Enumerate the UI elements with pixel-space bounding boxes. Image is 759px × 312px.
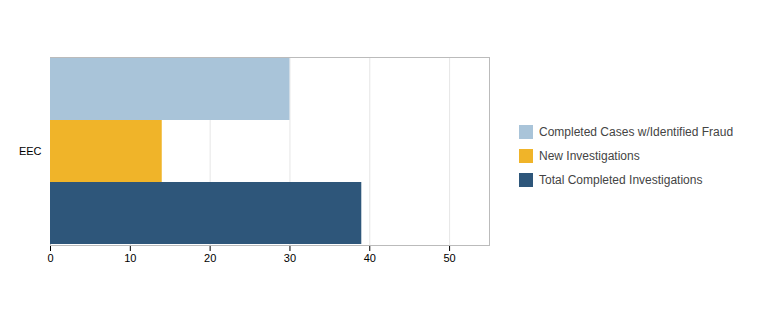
svg-text:20: 20 xyxy=(204,252,216,264)
svg-text:10: 10 xyxy=(124,252,136,264)
svg-text:40: 40 xyxy=(364,252,376,264)
html-text:New Investigations: New Investigations xyxy=(539,149,640,163)
html-text:Completed Cases w/Identified F: Completed Cases w/Identified Fraud xyxy=(539,125,734,139)
html-text:Total Completed Investigations: Total Completed Investigations xyxy=(539,173,703,187)
svg-text:30: 30 xyxy=(284,252,296,264)
svg-text:0: 0 xyxy=(47,252,53,264)
svg-text:50: 50 xyxy=(443,252,455,264)
svg-text:EEC: EEC xyxy=(19,145,42,157)
